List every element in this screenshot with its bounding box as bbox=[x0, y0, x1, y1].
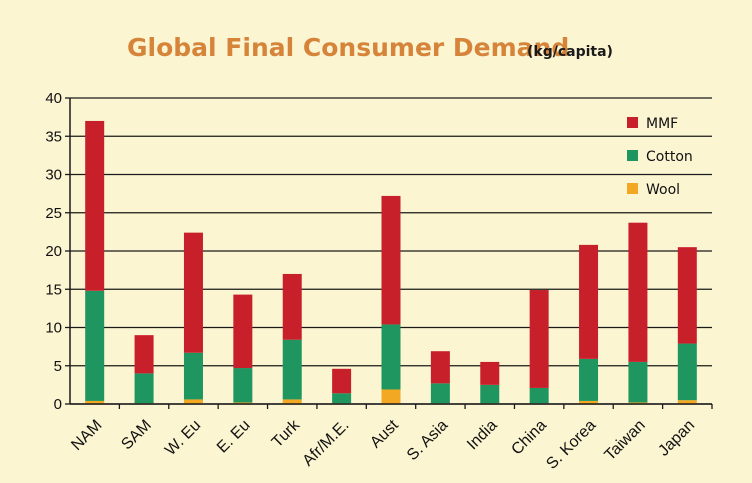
bar-cotton-aust bbox=[381, 324, 401, 390]
x-tick-label: India bbox=[464, 417, 501, 454]
x-tick-label: E. Eu bbox=[214, 417, 254, 457]
x-tick-label: China bbox=[508, 417, 550, 459]
bar-mmf-afr-m-e- bbox=[332, 368, 352, 394]
bar-cotton-e-eu bbox=[233, 368, 253, 403]
legend-label-wool: Wool bbox=[646, 182, 680, 198]
axes bbox=[69, 98, 712, 405]
bar-mmf-turk bbox=[282, 273, 302, 340]
bar-wool-e-eu bbox=[233, 402, 253, 404]
x-tick-label: Taiwan bbox=[602, 417, 649, 464]
bar-mmf-india bbox=[480, 361, 500, 385]
y-tick-label: 25 bbox=[45, 205, 62, 222]
bar-mmf-taiwan bbox=[628, 222, 648, 362]
bar-wool-s-korea bbox=[579, 400, 599, 404]
legend: MMF Cotton Wool bbox=[627, 116, 693, 198]
y-axis-ticks: 0 5 10 15 20 25 30 35 40 bbox=[45, 90, 70, 413]
legend-label-mmf: MMF bbox=[646, 116, 678, 132]
bar-mmf-aust bbox=[381, 195, 401, 325]
bar-mmf-nam bbox=[85, 120, 105, 291]
bar-mmf-e-eu bbox=[233, 294, 253, 369]
y-tick-label: 35 bbox=[45, 128, 62, 145]
y-tick-label: 10 bbox=[45, 320, 62, 337]
bar-cotton-nam bbox=[85, 290, 105, 401]
y-tick-label: 15 bbox=[45, 281, 62, 298]
bar-cotton-sam bbox=[134, 373, 154, 404]
x-tick-label: S. Asia bbox=[404, 417, 451, 464]
x-tick-label: Aust bbox=[367, 416, 402, 451]
bar-cotton-w-eu bbox=[183, 352, 203, 400]
x-tick-label: Japan bbox=[655, 417, 698, 460]
bar-wool-aust bbox=[381, 389, 401, 404]
y-tick-label: 40 bbox=[45, 90, 62, 107]
bar-mmf-china bbox=[529, 290, 549, 388]
bar-mmf-japan bbox=[677, 247, 697, 344]
legend-label-cotton: Cotton bbox=[646, 149, 693, 165]
legend-swatch-cotton bbox=[627, 150, 638, 161]
y-tick-label: 5 bbox=[54, 358, 62, 375]
bar-mmf-sam bbox=[134, 335, 154, 374]
bar-cotton-taiwan bbox=[628, 361, 648, 403]
bars bbox=[85, 120, 697, 404]
bar-mmf-s-asia bbox=[430, 351, 450, 384]
chart-subtitle: (kg/capita) bbox=[527, 44, 613, 60]
x-tick-label: S. Korea bbox=[543, 417, 599, 473]
bar-wool-nam bbox=[85, 400, 105, 404]
bar-wool-japan bbox=[677, 400, 697, 404]
bar-mmf-s-korea bbox=[579, 244, 599, 359]
y-tick-label: 30 bbox=[45, 167, 62, 184]
y-tick-label: 0 bbox=[54, 396, 62, 413]
bar-wool-w-eu bbox=[183, 399, 203, 404]
bar-wool-turk bbox=[282, 399, 302, 404]
bar-cotton-s-asia bbox=[430, 383, 450, 404]
legend-swatch-mmf bbox=[627, 117, 638, 128]
chart-title: Global Final Consumer Demand bbox=[127, 33, 569, 62]
x-tick-label: Afr/M.E. bbox=[300, 417, 353, 470]
bar-mmf-w-eu bbox=[183, 232, 203, 353]
bar-cotton-india bbox=[480, 384, 500, 404]
y-tick-label: 20 bbox=[45, 243, 62, 260]
legend-swatch-wool bbox=[627, 183, 638, 194]
x-tick-label: SAM bbox=[118, 417, 155, 454]
bar-cotton-china bbox=[529, 387, 549, 404]
bar-cotton-afr-m-e- bbox=[332, 393, 352, 404]
bar-cotton-turk bbox=[282, 339, 302, 400]
bar-cotton-japan bbox=[677, 343, 697, 401]
bar-cotton-s-korea bbox=[579, 358, 599, 401]
x-tick-label: W. Eu bbox=[162, 417, 204, 459]
x-tick-label: Turk bbox=[269, 416, 304, 451]
bar-wool-taiwan bbox=[628, 402, 648, 404]
x-tick-label: NAM bbox=[68, 417, 105, 454]
